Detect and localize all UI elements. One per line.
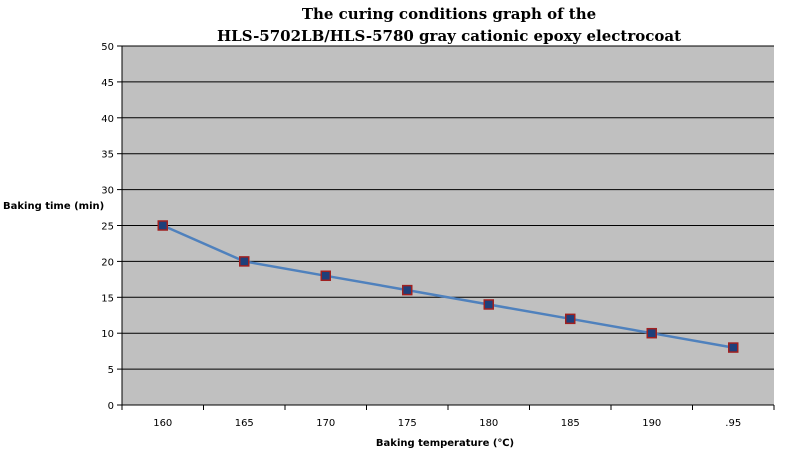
y-tick-label: 5 — [108, 365, 114, 376]
y-axis-title: Baking time (min) — [3, 201, 104, 212]
x-tick-label: 180 — [479, 418, 498, 429]
data-point-marker — [483, 299, 494, 310]
x-tick-label: 170 — [316, 418, 335, 429]
data-point-marker — [157, 220, 168, 231]
data-point-marker — [565, 313, 576, 325]
y-tick-label: 20 — [101, 257, 114, 268]
y-tick-label: 15 — [101, 293, 114, 304]
data-point-marker — [728, 342, 739, 353]
chart-title-line-2: HLS-5702LB/HLS-5780 gray cationic epoxy … — [217, 27, 681, 45]
y-tick-label: 0 — [108, 401, 114, 412]
y-tick-label: 25 — [101, 222, 114, 233]
chart-title-line-1: The curing conditions graph of the — [302, 5, 596, 23]
x-tick-label: .95 — [725, 418, 741, 429]
y-tick-label: 50 — [101, 42, 114, 53]
x-tick-label: 175 — [398, 418, 417, 429]
x-tick-label: 190 — [642, 418, 661, 429]
y-tick-label: 40 — [101, 114, 114, 125]
data-point-marker — [646, 327, 657, 339]
x-tick-label: 185 — [561, 418, 580, 429]
series-line — [162, 224, 734, 349]
x-axis-title: Baking temperature (℃) — [376, 438, 514, 449]
y-tick-label: 10 — [101, 329, 114, 340]
x-tick-label: 165 — [235, 418, 254, 429]
axes — [121, 46, 775, 410]
y-tick-label: 35 — [101, 150, 114, 161]
data-point-marker — [320, 270, 331, 282]
x-tick-labels: 160 165 170 175 180 185 190 .95 — [153, 418, 741, 429]
y-tick-label: 30 — [101, 186, 114, 197]
y-tick-label: 45 — [101, 78, 114, 89]
data-point-marker — [402, 284, 413, 296]
y-tick-labels: 0 5 10 15 20 25 30 35 40 45 50 — [101, 42, 114, 412]
data-point-marker — [239, 256, 250, 267]
x-tick-label: 160 — [153, 418, 172, 429]
series-markers — [157, 220, 739, 353]
